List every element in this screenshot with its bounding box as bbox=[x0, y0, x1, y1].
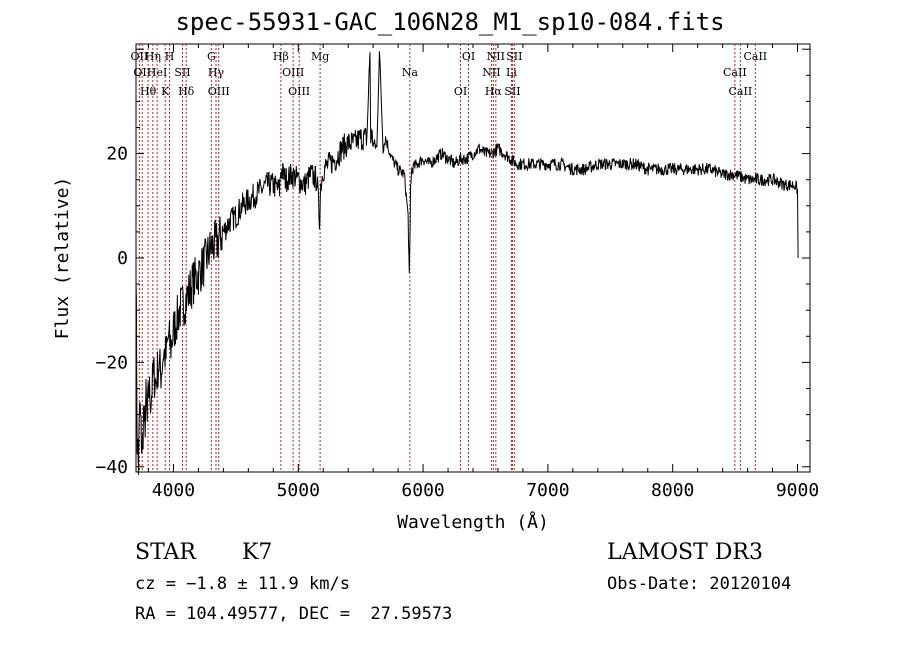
y-tick-label: −20 bbox=[95, 352, 128, 373]
reference-line-label: CaII bbox=[743, 50, 767, 63]
y-tick-label: 0 bbox=[117, 248, 128, 269]
reference-line-label: Hθ bbox=[140, 85, 157, 98]
plot-frame bbox=[135, 43, 811, 473]
reference-line-label: OIII bbox=[208, 85, 230, 98]
line-labels: OIIOIIHθHηHeIKHSIIHδGHγOIIIHβOIIIOIIIMgN… bbox=[131, 50, 768, 98]
x-tick-label: 8000 bbox=[651, 480, 694, 501]
star-class: STAR bbox=[135, 540, 196, 565]
y-tick-label: 20 bbox=[106, 144, 128, 165]
redshift-velocity: cz = −1.8 ± 11.9 km/s bbox=[135, 574, 350, 594]
reference-line-label: Hα bbox=[485, 85, 503, 98]
reference-line-label: K bbox=[161, 85, 170, 98]
reference-line-label: CaII bbox=[729, 85, 753, 98]
reference-line-label: CaII bbox=[723, 66, 747, 79]
y-axis-label: Flux (relative) bbox=[52, 177, 73, 340]
reference-line-label: NII bbox=[482, 66, 500, 79]
survey-name: LAMOST DR3 bbox=[607, 540, 763, 565]
reference-line-label: Na bbox=[402, 66, 419, 79]
reference-line-label: HeI bbox=[147, 66, 167, 79]
series-layer bbox=[135, 51, 799, 475]
reference-line-label: H bbox=[165, 50, 175, 63]
reference-line-label: OIII bbox=[288, 85, 310, 98]
reference-line-label: Li bbox=[506, 66, 517, 79]
reference-line-label: SII bbox=[506, 50, 522, 63]
chart-title: spec-55931-GAC_106N28_M1_sp10-084.fits bbox=[175, 8, 725, 36]
x-tick-label: 9000 bbox=[776, 480, 819, 501]
observation-date: Obs-Date: 20120104 bbox=[607, 574, 792, 594]
reference-line-label: G bbox=[207, 50, 216, 63]
reference-line-label: SII bbox=[174, 66, 190, 79]
reference-line-label: OI bbox=[454, 85, 467, 98]
line-markers bbox=[138, 44, 756, 472]
reference-line-label: OI bbox=[462, 50, 475, 63]
x-tick-label: 4000 bbox=[152, 480, 195, 501]
reference-line-label: NII bbox=[487, 50, 505, 63]
x-axis-label: Wavelength (Å) bbox=[397, 511, 549, 533]
x-tick-label: 5000 bbox=[277, 480, 320, 501]
reference-line-label: Hδ bbox=[178, 85, 195, 98]
coordinates: RA = 104.49577, DEC = 27.59573 bbox=[135, 604, 453, 624]
x-tick-label: 6000 bbox=[401, 480, 444, 501]
reference-line-label: Mg bbox=[311, 50, 329, 63]
y-axis: −40 −20 0 20 bbox=[95, 48, 810, 478]
x-axis: 4000 5000 6000 7000 8000 9000 bbox=[147, 44, 819, 501]
reference-line-label: OIII bbox=[282, 66, 304, 79]
reference-line-label: OII bbox=[131, 50, 149, 63]
reference-line-label: Hη bbox=[145, 50, 161, 63]
y-tick-label: −40 bbox=[95, 457, 128, 478]
x-tick-label: 7000 bbox=[526, 480, 569, 501]
spectrum-line bbox=[135, 51, 799, 475]
reference-line-label: Hγ bbox=[208, 66, 225, 79]
star-subclass: K7 bbox=[242, 540, 273, 565]
reference-line-label: SII bbox=[504, 85, 520, 98]
reference-line-label: Hβ bbox=[273, 50, 289, 63]
